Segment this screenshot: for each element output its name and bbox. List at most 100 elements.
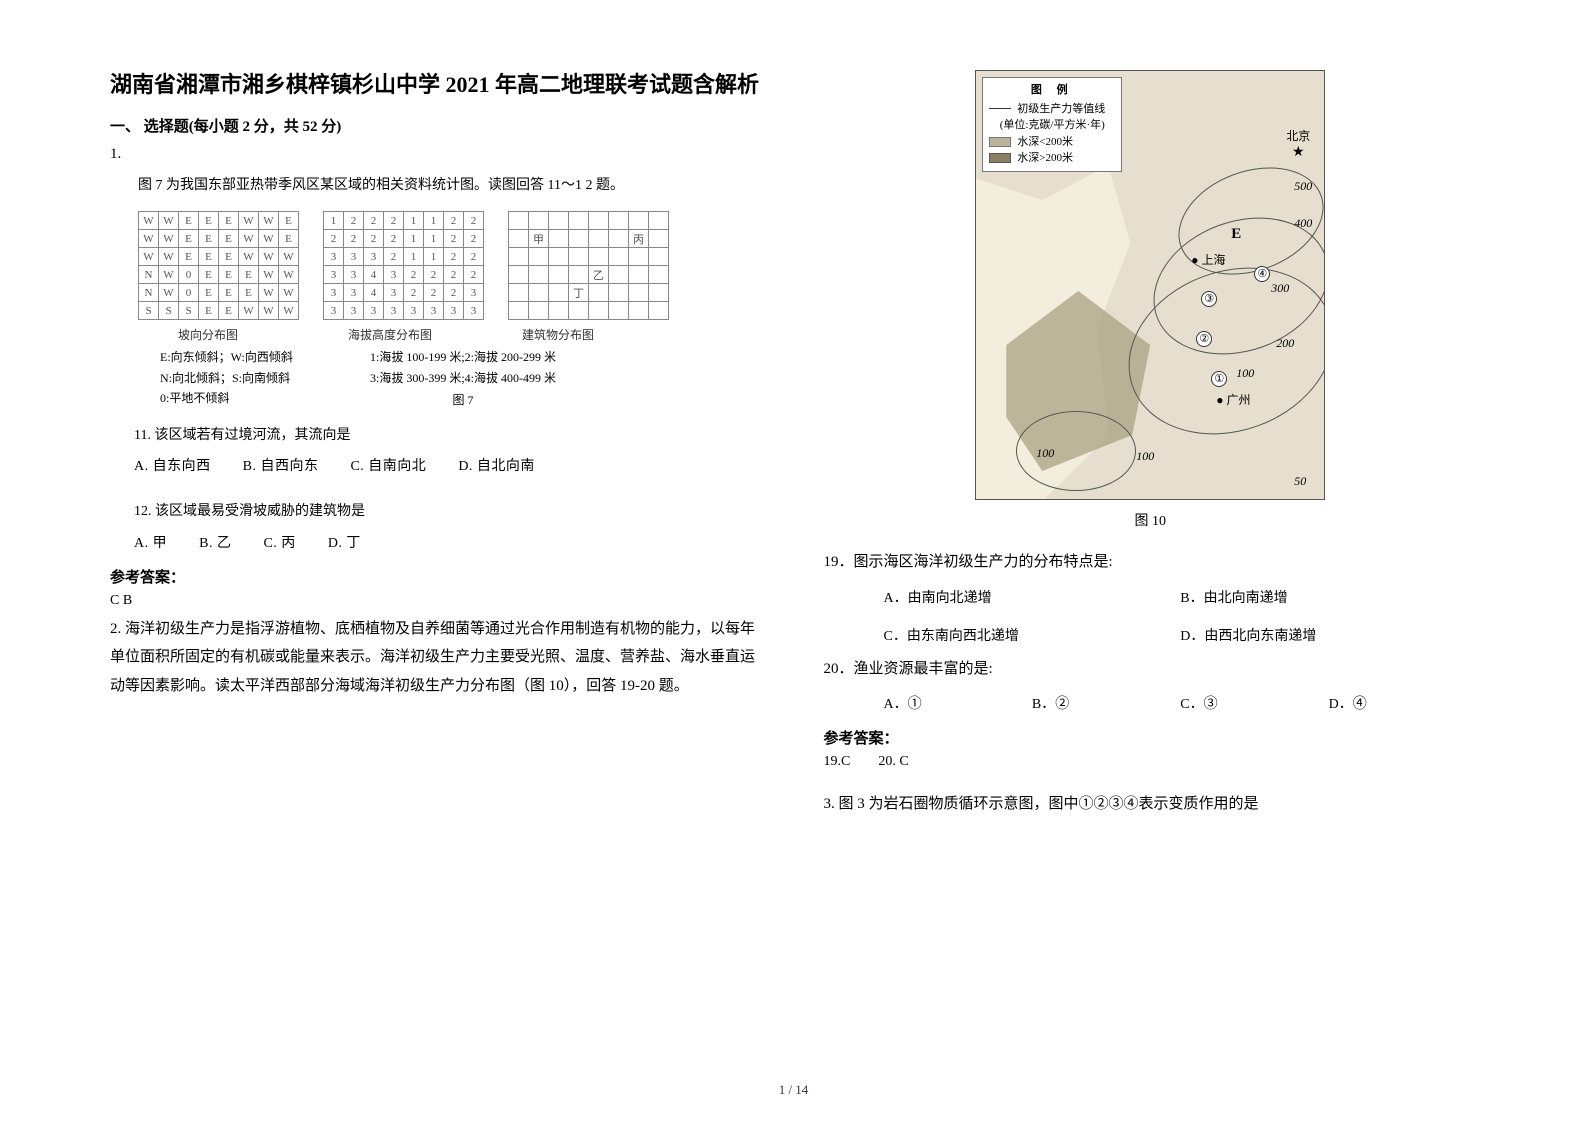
grid-cell: W — [279, 248, 299, 266]
contour-line-icon — [989, 108, 1011, 109]
grid-cell — [629, 302, 649, 320]
q1-sub12-opts: A. 甲 B. 乙 C. 丙 D. 丁 — [134, 532, 764, 552]
q1-sub12: 12. 该区域最易受滑坡威胁的建筑物是 — [134, 499, 764, 526]
grid-cell: 2 — [464, 230, 484, 248]
grid-cell: 2 — [364, 212, 384, 230]
grid-cell: 4 — [364, 284, 384, 302]
grid-cell: 2 — [404, 284, 424, 302]
contour-100c: 100 — [1136, 449, 1154, 464]
grid-cell: 3 — [324, 284, 344, 302]
grid-cell — [589, 212, 609, 230]
page-footer: 1 / 14 — [0, 1082, 1587, 1098]
grid-cell: W — [279, 302, 299, 320]
grid-cell — [609, 284, 629, 302]
grid-cell: 3 — [324, 266, 344, 284]
guangzhou-label: ● 广州 — [1216, 391, 1250, 408]
grid-cell: W — [159, 266, 179, 284]
legend-elev-1: 1:海拔 100-199 米;2:海拔 200-299 米 — [370, 347, 556, 367]
opt: D．由西北向东南递增 — [1180, 625, 1477, 645]
grid-cell — [569, 302, 589, 320]
grid-cell: 3 — [404, 302, 424, 320]
grid-cell — [529, 212, 549, 230]
grid-cell: 1 — [404, 230, 424, 248]
bldg-label: 建筑物分布图 — [522, 326, 594, 343]
grid-cell: 2 — [324, 230, 344, 248]
figure-7: WWEEEWWEWWEEEWWEWWEEEWWWNW0EEEWWNW0EEEWW… — [138, 211, 764, 320]
opt: C．由东南向西北递增 — [884, 625, 1181, 645]
grid-cell: W — [159, 284, 179, 302]
grid-cell: W — [259, 266, 279, 284]
q2-sub20-opts: A．① B．② C．③ D．④ — [884, 693, 1478, 713]
grid-cell: 1 — [424, 212, 444, 230]
legend-slope-3: 0:平地不倾斜 — [160, 388, 330, 408]
opt: A．① — [884, 693, 1032, 713]
grid-cell: W — [259, 212, 279, 230]
q1-number: 1. — [110, 146, 764, 163]
grid-cell: E — [179, 230, 199, 248]
grid-cell — [509, 266, 529, 284]
grid-cell: W — [139, 230, 159, 248]
grid-cell: E — [219, 284, 239, 302]
star-icon: ★ — [1292, 145, 1305, 160]
grid-cell: 2 — [444, 284, 464, 302]
grid-cell — [629, 212, 649, 230]
answer-heading: 参考答案： — [824, 727, 1478, 748]
grid-cell: E — [199, 284, 219, 302]
opt: B. 自西向东 — [243, 459, 319, 474]
beijing-label: 北京 ★ — [1286, 127, 1310, 161]
grid-cell — [549, 248, 569, 266]
opt: B. 乙 — [199, 536, 231, 551]
grid-cell — [649, 266, 669, 284]
grid-cell: E — [199, 248, 219, 266]
grid-cell: 3 — [344, 302, 364, 320]
grid-cell: 2 — [404, 266, 424, 284]
figure-10-map: 图 例 初级生产力等值线 (单位:克碳/平方米·年) 水深<200米 水深>20… — [975, 70, 1325, 500]
figure-7-caption: 图 7 — [370, 390, 556, 410]
opt: D．④ — [1329, 693, 1477, 713]
grid-cell — [649, 230, 669, 248]
grid-cell: E — [219, 212, 239, 230]
grid-cell — [509, 230, 529, 248]
q2-sub19: 19．图示海区海洋初级生产力的分布特点是: — [824, 548, 1478, 577]
opt: C. 自南向北 — [350, 459, 426, 474]
figure-10-caption: 图 10 — [1135, 510, 1167, 530]
grid-cell: W — [239, 248, 259, 266]
opt: A. 甲 — [134, 536, 167, 551]
grid-cell: 甲 — [529, 230, 549, 248]
grid-cell: 3 — [324, 248, 344, 266]
grid-cell: 2 — [464, 212, 484, 230]
grid-cell — [609, 230, 629, 248]
grid-cell: 3 — [464, 302, 484, 320]
opt: D. 自北向南 — [458, 459, 535, 474]
grid-cell — [629, 248, 649, 266]
legend-elev-2: 3:海拔 300-399 米;4:海拔 400-499 米 — [370, 368, 556, 388]
grid-cell: E — [219, 302, 239, 320]
grid-cell: 4 — [364, 266, 384, 284]
grid-cell: 3 — [464, 284, 484, 302]
grid-cell: E — [279, 212, 299, 230]
grid-cell: E — [279, 230, 299, 248]
legend-line: 初级生产力等值线 — [1017, 101, 1105, 118]
grid-cell — [609, 302, 629, 320]
grid-cell: 0 — [179, 266, 199, 284]
contour — [1016, 411, 1136, 491]
grid-cell: 乙 — [589, 266, 609, 284]
grid-cell — [529, 302, 549, 320]
grid-cell: 3 — [384, 266, 404, 284]
grid-cell: N — [139, 284, 159, 302]
grid-cell: 1 — [324, 212, 344, 230]
figure-7-labels: 坡向分布图 海拔高度分布图 建筑物分布图 — [138, 326, 764, 343]
contour-100a: 100 — [1036, 446, 1054, 461]
grid-cell: 3 — [384, 284, 404, 302]
legend-title: 图 例 — [989, 82, 1115, 99]
grid-cell: E — [239, 266, 259, 284]
opt: D. 丁 — [328, 536, 361, 551]
grid-cell: 2 — [424, 284, 444, 302]
grid-cell: 2 — [384, 230, 404, 248]
grid-cell: 3 — [424, 302, 444, 320]
q2-answer: 19.C 20. C — [824, 754, 1478, 770]
grid-cell — [569, 266, 589, 284]
beijing-text: 北京 — [1286, 129, 1310, 143]
grid-cell: E — [199, 230, 219, 248]
shanghai-label: ● 上海 — [1191, 251, 1225, 268]
